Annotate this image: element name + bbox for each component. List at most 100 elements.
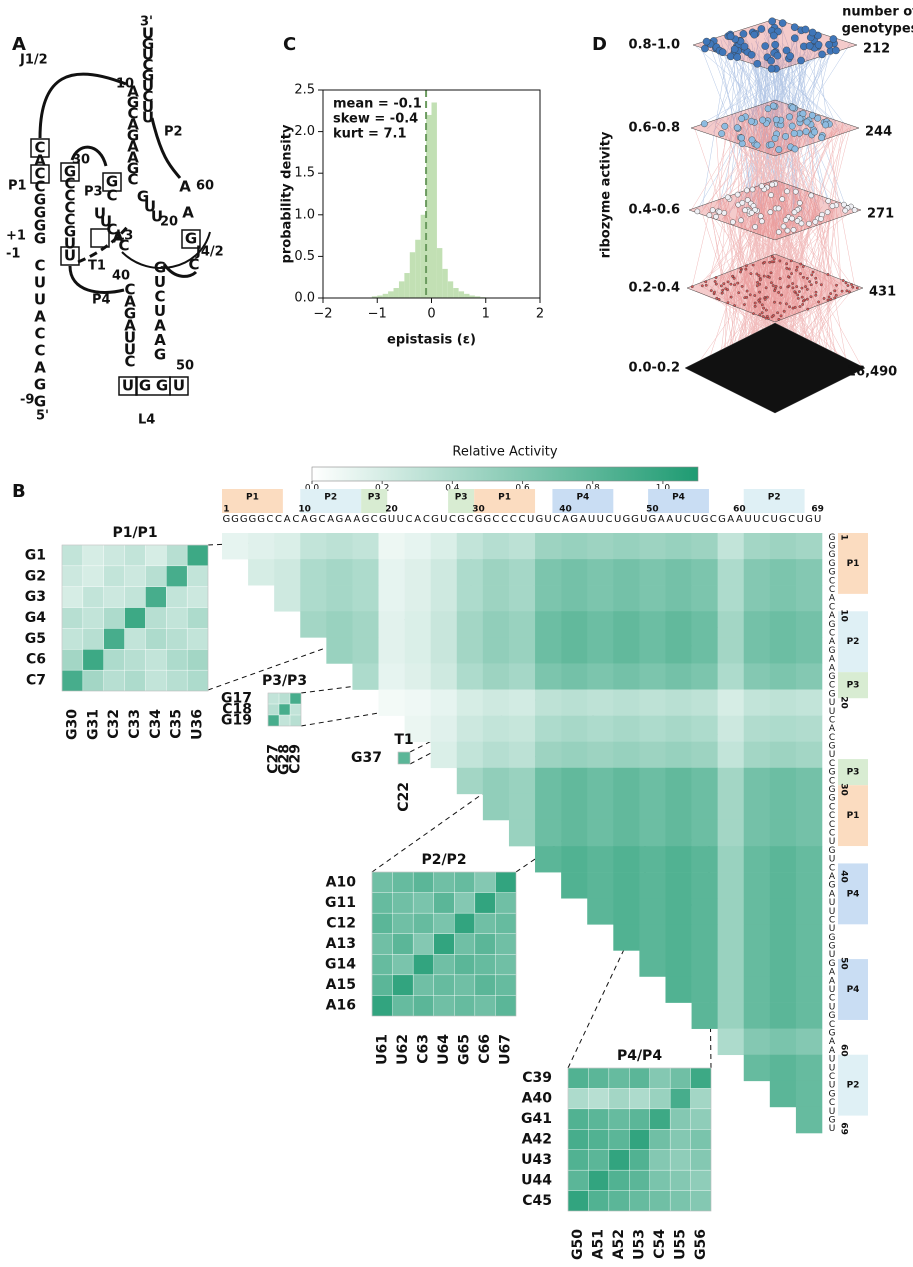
sequence-letter: G: [829, 742, 836, 752]
inset-title: T1: [394, 732, 413, 748]
genotype-dot: [778, 19, 787, 27]
inset-cell: [474, 892, 496, 914]
edge: [717, 208, 839, 289]
heatmap-cell: [769, 872, 797, 899]
edge: [760, 124, 824, 198]
heatmap-cell: [482, 585, 510, 612]
inset-col-label: C63: [415, 1034, 431, 1064]
annotation: skew = -0.4: [333, 112, 418, 127]
histogram-bar: [371, 296, 378, 298]
domain-band: [838, 672, 868, 699]
edge: [818, 212, 832, 354]
colorbar-tick-label: 1.0: [656, 484, 671, 494]
domain-label: P1: [847, 559, 860, 569]
domain-band: [474, 489, 536, 513]
inset-cell: [124, 669, 146, 692]
heatmap-cell: [665, 767, 692, 795]
heatmap-cell: [717, 819, 745, 847]
inset-row-label: C18: [222, 702, 252, 718]
sequence-letter: G: [431, 514, 439, 525]
edge: [752, 112, 792, 218]
genotype-dots: [700, 102, 833, 154]
edge: [775, 53, 779, 235]
sequence-letter: A: [829, 724, 836, 734]
heatmap-cell: [769, 533, 797, 560]
edge: [779, 108, 795, 282]
structure-label: 30: [72, 153, 90, 168]
inset-cell: [166, 586, 188, 608]
genotype-dot: [714, 282, 718, 286]
edge: [727, 126, 840, 301]
heatmap-cell: [561, 767, 588, 795]
heatmap-cell: [691, 819, 718, 847]
genotype-dot: [713, 213, 719, 220]
edge: [788, 145, 816, 198]
nucleotide: A: [154, 331, 166, 349]
sequence-letter: U: [829, 750, 836, 760]
heatmap-cell: [613, 715, 640, 742]
sequence-letter: A: [562, 514, 569, 525]
sequence-letter: C: [762, 514, 769, 525]
inset-cell: [61, 607, 84, 629]
sequence-letter: C: [829, 915, 835, 925]
sequence-letter: A: [829, 655, 836, 665]
nucleotide: A: [154, 317, 166, 335]
inset-cell: [567, 1169, 589, 1191]
histogram-bar: [431, 102, 437, 298]
sequence-letter: A: [829, 872, 836, 882]
heatmap-cell: [300, 585, 327, 612]
heatmap-cell: [743, 611, 771, 638]
edge: [750, 60, 764, 124]
inset-col-label: C22: [396, 782, 412, 812]
inset-cell: [433, 933, 455, 955]
y-tick-label: 2.0: [294, 124, 315, 139]
edge: [767, 210, 788, 307]
layer-label: 0.0-0.2: [629, 361, 680, 376]
genotype-dot: [770, 281, 773, 285]
genotype-dot: [737, 291, 741, 295]
edge: [755, 122, 804, 224]
genotype-dot: [802, 275, 805, 279]
heatmap-cell: [665, 976, 692, 1003]
inset-cell: [629, 1129, 651, 1151]
edge: [770, 58, 795, 121]
inset-cell: [166, 628, 188, 650]
inset-cell: [454, 974, 476, 996]
edge: [768, 62, 838, 126]
nucleotide: A: [112, 229, 124, 247]
sequence-letter: C: [553, 514, 560, 525]
genotype-dot: [769, 102, 777, 110]
genotype-dot: [740, 284, 744, 288]
nucleotide: U: [64, 235, 76, 253]
heatmap-cell: [769, 1028, 797, 1056]
heatmap-cell: [795, 793, 823, 821]
inset-row-label: A15: [326, 977, 356, 993]
position-label: 30: [839, 783, 849, 796]
heatmap-cell: [430, 637, 458, 664]
sequence-letter: C: [449, 514, 456, 525]
inset-cell: [495, 871, 517, 893]
heatmap-cell: [352, 585, 379, 612]
edge: [757, 115, 787, 268]
genotype-dot: [840, 289, 844, 293]
nucleotide: C: [34, 325, 45, 343]
edge: [790, 129, 848, 275]
genotype-dot: [739, 267, 743, 270]
genotype-dot: [788, 305, 791, 309]
heatmap-cell: [717, 872, 745, 899]
inset-cell: [103, 669, 125, 692]
nucleotide: G: [34, 393, 46, 411]
sequence-letter: U: [829, 855, 836, 865]
nucleotide: U: [122, 377, 134, 395]
genotype-dot: [814, 114, 822, 122]
genotype-dot: [841, 279, 845, 282]
genotype-dots: [694, 181, 858, 235]
activity-layer: [690, 99, 860, 157]
edge: [730, 46, 747, 141]
sequence-letter: C: [710, 514, 717, 525]
inset-cell: [82, 586, 105, 608]
heatmap-cell: [795, 819, 823, 847]
structure-label: P1: [8, 179, 27, 194]
structure-label: P4: [92, 293, 111, 308]
genotype-dot: [851, 207, 858, 213]
